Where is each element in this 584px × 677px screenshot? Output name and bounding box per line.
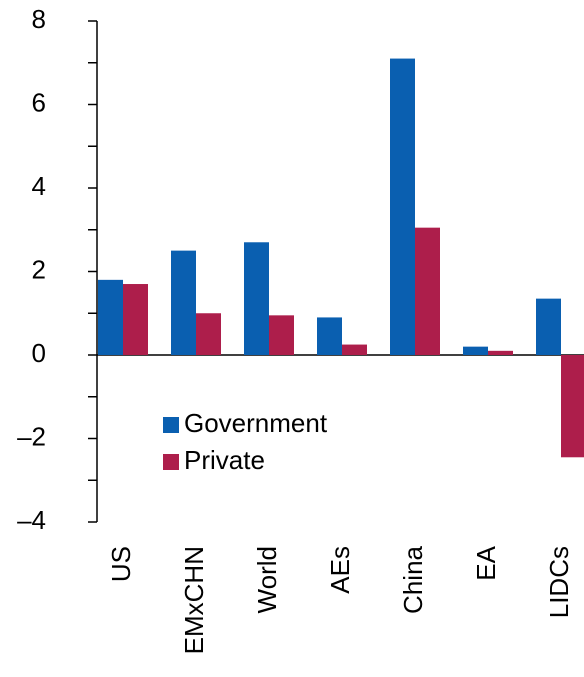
bar [561, 355, 584, 458]
bar [488, 350, 513, 355]
y-tick-label: 8 [32, 4, 46, 34]
y-tick-label: –2 [17, 421, 46, 451]
bar [123, 284, 148, 355]
bar [536, 298, 561, 355]
x-tick-label: AEs [325, 546, 355, 594]
y-tick-label: 6 [32, 87, 46, 117]
x-tick-label: EA [471, 545, 501, 580]
legend-label: Government [184, 408, 328, 438]
y-tick-label: 4 [32, 171, 46, 201]
legend-swatch [163, 454, 179, 470]
x-tick-label: World [252, 546, 282, 613]
bar [342, 344, 367, 355]
x-tick-label: China [398, 545, 428, 613]
legend-swatch [163, 417, 179, 433]
bar [390, 58, 415, 355]
y-tick-label: 0 [32, 338, 46, 368]
y-tick-label: –4 [17, 505, 46, 535]
bar [269, 315, 294, 355]
y-tick-label: 2 [32, 254, 46, 284]
bar [98, 279, 123, 355]
bar [196, 313, 221, 355]
bar [415, 227, 440, 355]
x-tick-label: EMxCHN [179, 546, 209, 654]
x-tick-label: US [106, 546, 136, 582]
bar [244, 242, 269, 355]
bar [463, 346, 488, 355]
bar [171, 250, 196, 355]
legend-label: Private [184, 445, 265, 475]
bar [317, 317, 342, 355]
x-tick-label: LIDCs [544, 546, 574, 618]
